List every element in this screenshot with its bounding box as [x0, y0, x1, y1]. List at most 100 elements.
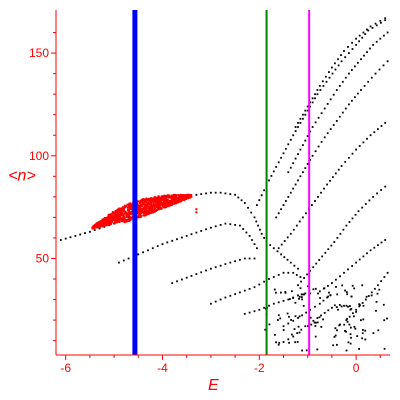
data-point	[151, 208, 154, 211]
data-point	[200, 193, 203, 195]
data-point	[143, 212, 145, 215]
data-point	[316, 348, 319, 351]
data-point	[121, 214, 124, 216]
data-point	[329, 294, 332, 297]
data-point	[110, 219, 113, 222]
data-point	[282, 271, 285, 274]
data-point	[234, 260, 236, 263]
data-point	[172, 197, 175, 200]
data-point	[159, 201, 162, 204]
data-point	[148, 205, 151, 208]
data-point	[361, 36, 364, 39]
data-point	[268, 323, 271, 326]
data-point	[377, 329, 380, 332]
data-point	[149, 208, 152, 211]
data-point	[263, 306, 265, 309]
data-point	[256, 204, 258, 206]
data-point	[157, 203, 160, 206]
data-point	[348, 315, 351, 318]
data-point	[340, 305, 343, 308]
data-point	[214, 225, 217, 228]
data-point	[294, 301, 297, 304]
data-point	[283, 240, 286, 242]
data-point	[280, 156, 282, 159]
data-point	[243, 313, 246, 315]
data-point	[360, 89, 362, 91]
data-point	[384, 185, 387, 188]
data-point	[145, 213, 148, 216]
data-point	[142, 211, 145, 213]
data-point	[297, 325, 300, 328]
data-point	[323, 187, 325, 190]
data-point	[96, 225, 98, 228]
data-point	[138, 211, 141, 214]
data-point	[270, 175, 273, 177]
data-point	[334, 334, 337, 337]
data-point	[282, 341, 285, 343]
data-point	[351, 265, 353, 267]
data-point	[332, 176, 334, 178]
data-point	[294, 157, 297, 160]
data-point	[297, 153, 299, 155]
data-point	[302, 171, 304, 174]
data-point	[349, 333, 352, 336]
data-point	[229, 193, 232, 195]
data-point	[341, 80, 344, 83]
data-point	[205, 269, 207, 272]
data-point	[361, 332, 364, 335]
data-point	[359, 304, 361, 306]
data-point	[224, 192, 227, 195]
data-point	[284, 291, 287, 293]
data-point	[321, 80, 324, 83]
data-point	[258, 283, 261, 286]
data-point	[136, 202, 139, 205]
data-point	[98, 227, 101, 230]
data-point	[320, 141, 323, 143]
data-point	[277, 314, 280, 317]
data-point	[101, 222, 104, 225]
data-point	[184, 196, 187, 198]
data-point	[126, 203, 129, 206]
data-point	[229, 294, 232, 297]
data-point	[304, 292, 307, 295]
data-point	[294, 341, 297, 344]
data-point	[300, 328, 303, 331]
data-point	[314, 121, 317, 124]
data-point	[298, 220, 301, 223]
data-point	[168, 201, 171, 204]
data-point	[316, 93, 319, 96]
data-point	[139, 213, 142, 216]
data-point	[361, 206, 364, 209]
data-point	[151, 199, 153, 202]
data-point	[176, 280, 178, 283]
data-point	[183, 195, 186, 198]
data-point	[326, 183, 328, 186]
data-point	[348, 156, 350, 159]
data-point	[320, 191, 322, 194]
data-point	[358, 305, 361, 308]
data-point	[166, 199, 169, 202]
data-point	[289, 191, 292, 194]
data-point	[102, 224, 105, 227]
data-point	[361, 302, 364, 304]
data-point	[164, 200, 167, 203]
data-point	[349, 305, 351, 307]
data-point	[177, 194, 180, 196]
data-point	[278, 341, 281, 344]
data-point	[327, 285, 329, 287]
data-point	[195, 193, 198, 196]
data-point	[248, 288, 251, 290]
data-point	[234, 224, 236, 226]
data-point	[174, 199, 177, 202]
data-point	[305, 212, 307, 215]
data-point	[124, 220, 127, 223]
data-point	[357, 61, 359, 64]
data-point	[117, 216, 120, 219]
data-point	[280, 243, 283, 246]
data-point	[69, 236, 72, 239]
data-point	[171, 239, 174, 242]
data-point	[372, 332, 375, 334]
data-point	[149, 199, 152, 202]
data-point	[195, 273, 198, 275]
